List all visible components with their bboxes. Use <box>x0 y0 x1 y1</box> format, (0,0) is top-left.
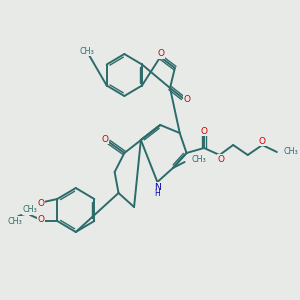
Text: O: O <box>158 50 165 58</box>
Text: N: N <box>154 182 161 191</box>
Text: CH₃: CH₃ <box>284 148 298 157</box>
Text: O: O <box>200 127 208 136</box>
Text: CH₃: CH₃ <box>7 217 22 226</box>
Text: O: O <box>37 215 44 224</box>
Text: CH₃: CH₃ <box>191 154 206 164</box>
Text: CH₃: CH₃ <box>23 206 38 214</box>
Text: O: O <box>101 134 108 143</box>
Text: O: O <box>217 154 224 164</box>
Text: O: O <box>183 95 190 104</box>
Text: O: O <box>37 200 44 208</box>
Text: O: O <box>259 136 266 146</box>
Text: H: H <box>154 190 160 199</box>
Text: CH₃: CH₃ <box>79 46 94 56</box>
